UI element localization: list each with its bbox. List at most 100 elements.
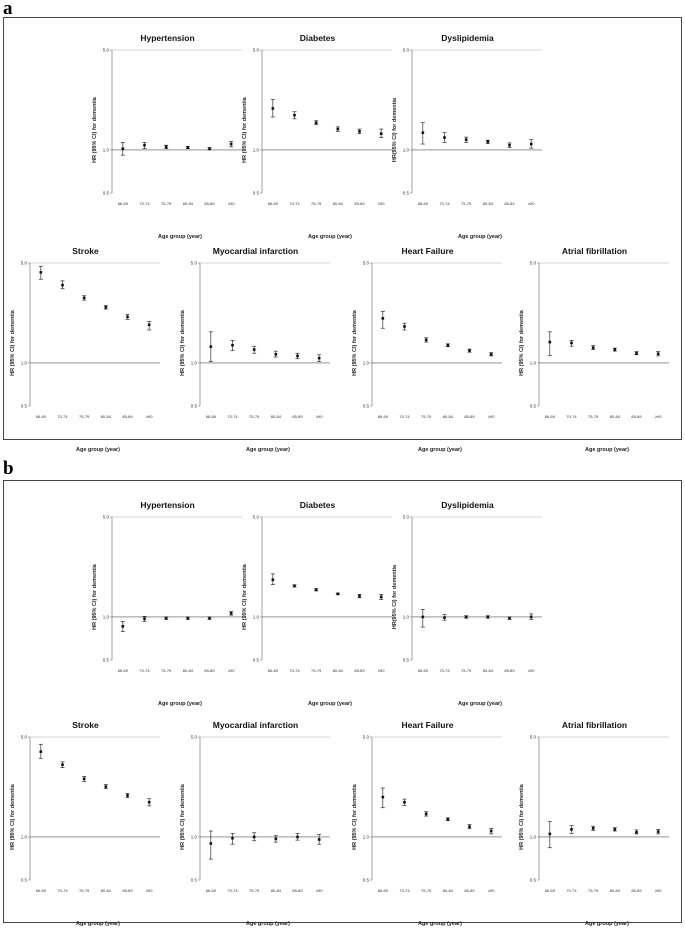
x-tick-label: 85-89 (204, 668, 215, 673)
chart-a-stroke: Stroke HR (95% CI) for dementia Age group … (8, 246, 163, 466)
hr-point (635, 830, 638, 834)
hr-point (508, 143, 511, 147)
y-tick-label: 0.5 (21, 878, 28, 883)
hr-point (314, 588, 318, 592)
plot-area: 0.5 1.0 5.0 66-69 70-74 75-79 80-84 85-89 ≥90 (530, 261, 669, 419)
hr-point (548, 832, 552, 836)
x-tick-label: 70-74 (566, 888, 577, 893)
hr-point (336, 592, 340, 596)
hr-point (424, 812, 428, 816)
data-point-group (547, 331, 552, 356)
y-tick-label: 1.0 (21, 360, 28, 365)
chart-title: Hypertension (140, 33, 195, 43)
x-tick-label: 75-79 (421, 414, 432, 419)
y-tick-label: 1.0 (191, 360, 198, 365)
data-point-group (120, 621, 125, 632)
data-point-group (317, 834, 322, 845)
y-tick-label: 5.0 (363, 261, 370, 266)
x-tick-label: 70-74 (139, 668, 150, 673)
chart-title: Atrial fibrillation (561, 246, 628, 256)
data-point-group (207, 147, 212, 151)
hr-point (486, 615, 490, 619)
x-tick-label: 66-69 (206, 888, 217, 893)
hr-point (208, 147, 211, 151)
x-tick-label: 70-74 (439, 201, 450, 206)
data-point-group (270, 573, 275, 586)
data-point-group (292, 584, 297, 588)
x-tick-label: 80-84 (483, 201, 494, 206)
x-tick-label: 75-79 (421, 888, 432, 893)
y-tick-label: 1.0 (103, 614, 110, 619)
y-tick-label: 5.0 (363, 735, 370, 740)
hr-point (104, 306, 108, 309)
y-tick-label: 1.0 (253, 147, 260, 152)
x-tick-label: 85-89 (631, 888, 642, 893)
y-tick-label: 1.0 (363, 834, 370, 839)
hr-point (379, 132, 383, 135)
data-point-group (229, 611, 234, 616)
data-point-group (634, 351, 639, 356)
y-tick-label: 5.0 (253, 48, 260, 53)
data-point-group (252, 345, 257, 354)
chart-title: Stroke (72, 720, 99, 730)
data-point-group (207, 616, 212, 620)
data-point-group (442, 614, 447, 621)
x-tick-label: 80-84 (271, 888, 282, 893)
x-tick-label: 80-84 (271, 414, 282, 419)
x-axis-label: Age group (year) (75, 921, 120, 927)
x-axis-label: Age group (year) (307, 701, 352, 707)
hr-point (314, 121, 318, 125)
x-tick-label: 66-69 (268, 201, 279, 206)
data-point-group (379, 594, 384, 601)
chart-b-diabetes: Diabetes HR (95% CI) for dementia Age grou… (240, 500, 395, 720)
x-tick-label: 66-69 (36, 414, 47, 419)
plot-area: 0.5 1.0 5.0 66-69 70-74 75-79 80-84 85-89 ≥90 (21, 735, 160, 893)
hr-point (381, 317, 385, 320)
x-tick-label: 85-89 (504, 201, 515, 206)
hr-point (358, 130, 361, 133)
data-point-group (82, 776, 87, 782)
x-tick-label: 75-79 (161, 201, 172, 206)
data-point-group (485, 615, 490, 619)
hr-point (271, 107, 275, 110)
data-point-group (125, 792, 130, 799)
data-point-group (569, 340, 574, 347)
y-tick-label: 0.5 (103, 191, 110, 196)
chart-title: Stroke (72, 246, 99, 256)
y-tick-label: 0.5 (530, 404, 537, 409)
data-point-group (464, 615, 469, 619)
x-tick-label: 85-89 (122, 414, 133, 419)
x-tick-label: 85-89 (354, 201, 365, 206)
x-tick-label: ≥90 (378, 201, 385, 206)
x-tick-label: ≥90 (316, 888, 323, 893)
x-axis-label: Age group (year) (457, 701, 502, 707)
data-point-group (529, 139, 534, 149)
chart-a-hypertension: Hypertension HR (95% CI) for dementia Age … (90, 33, 245, 253)
plot-area: 0.5 1.0 5.0 66-69 70-74 75-79 80-84 85-89 ≥90 (363, 735, 502, 893)
chart-title: Dyslipidemia (441, 33, 494, 43)
hr-point (39, 271, 43, 274)
y-tick-label: 5.0 (191, 261, 198, 266)
data-point-group (142, 616, 147, 622)
x-tick-label: 80-84 (610, 888, 621, 893)
data-point-group (489, 827, 494, 835)
x-axis-label: Age group (year) (245, 921, 290, 927)
data-point-group (164, 616, 169, 620)
x-tick-label: 85-89 (204, 201, 215, 206)
data-point-group (273, 835, 278, 843)
y-tick-label: 5.0 (403, 48, 410, 53)
x-tick-label: ≥90 (316, 414, 323, 419)
y-tick-label: 0.5 (21, 404, 28, 409)
data-point-group (147, 321, 152, 331)
x-tick-label: 80-84 (333, 668, 344, 673)
data-point-group (103, 305, 108, 310)
x-tick-label: ≥90 (228, 668, 235, 673)
hr-point (82, 777, 86, 781)
data-point-group (208, 331, 213, 363)
x-tick-label: ≥90 (655, 414, 662, 419)
y-tick-label: 5.0 (403, 515, 410, 520)
data-point-group (547, 821, 552, 849)
hr-point (358, 594, 361, 598)
data-point-group (295, 833, 300, 841)
hr-point (548, 340, 552, 344)
